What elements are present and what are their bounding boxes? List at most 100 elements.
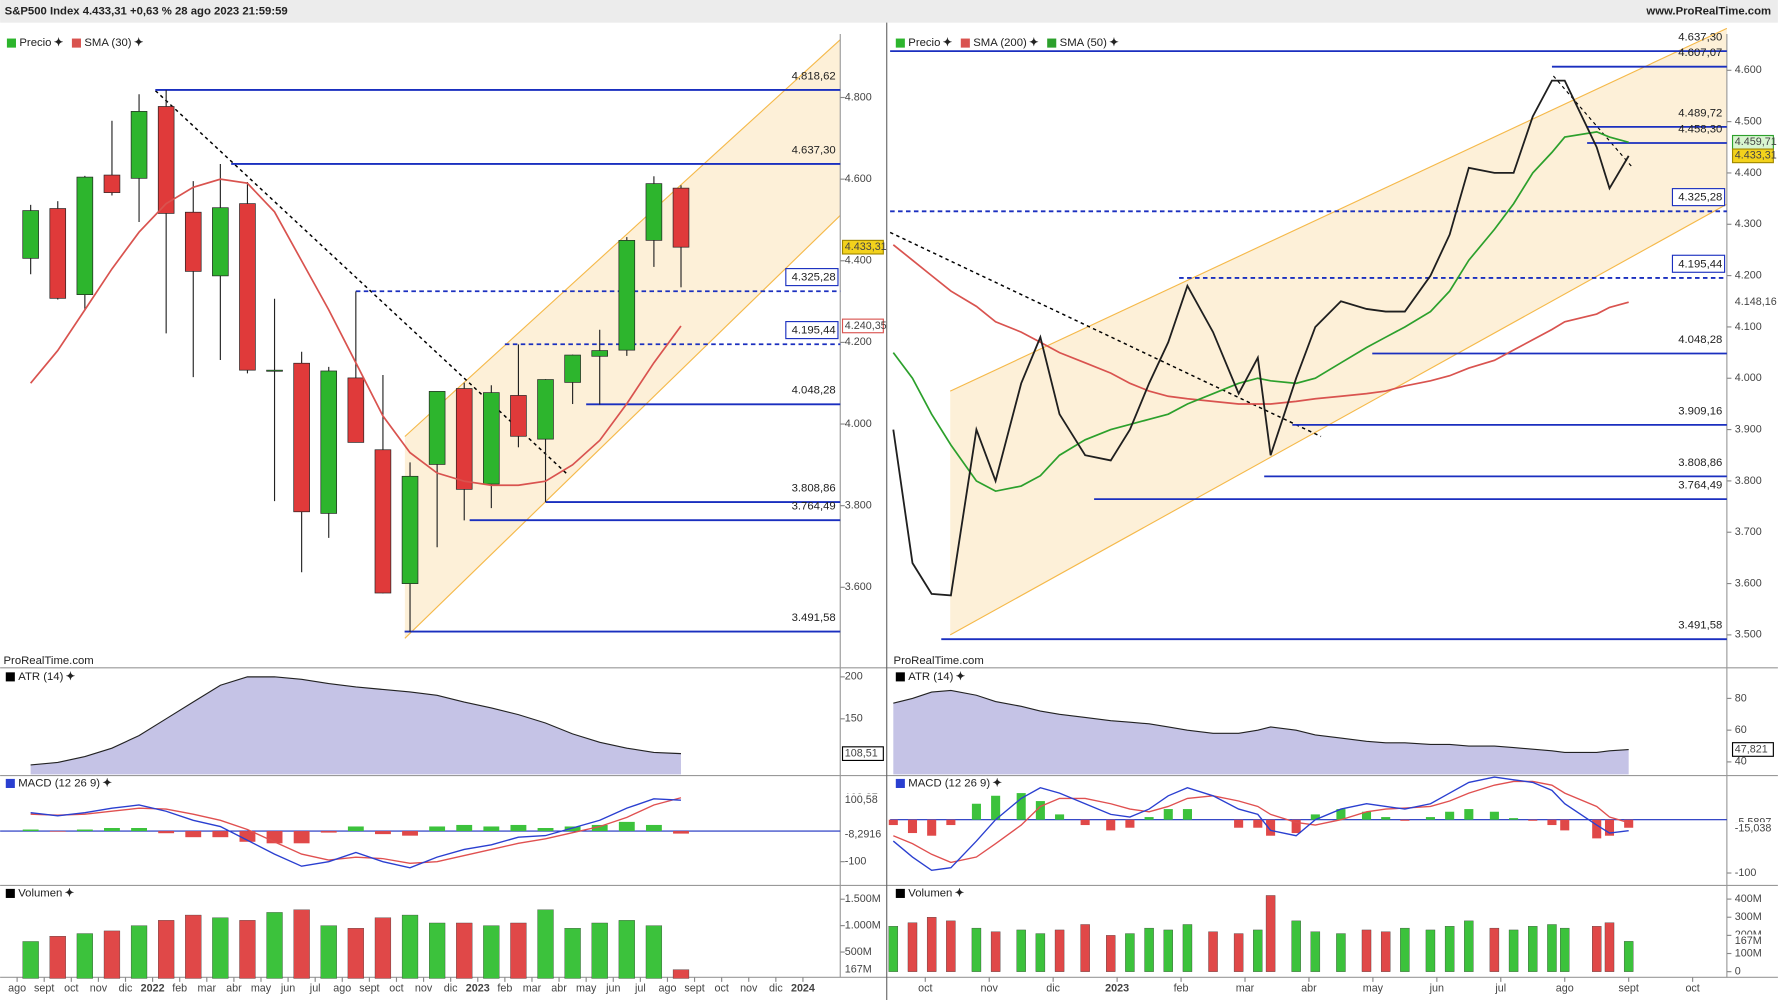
candle-body	[510, 395, 527, 437]
candle-body	[374, 449, 392, 594]
y-tick-label: 100M	[1735, 947, 1762, 959]
volume-bar	[1144, 927, 1154, 972]
x-tick-label: abr	[226, 983, 242, 995]
macd-hist	[1528, 819, 1538, 821]
legend-tool: ✦	[54, 37, 64, 49]
x-tick-label: jul	[309, 983, 321, 995]
y-tick-label: 3.800	[1735, 475, 1762, 487]
macd-hist	[1624, 819, 1634, 828]
macd-hist	[927, 819, 937, 836]
y-tick-label: 40	[1735, 756, 1747, 768]
level-label: 4.637,30	[1678, 32, 1722, 44]
volume-bar	[888, 926, 899, 972]
volume-bar	[1380, 931, 1391, 972]
y-tick-label: 4.400	[1735, 167, 1762, 179]
value-tag-label: 4.148,16	[1735, 296, 1777, 308]
signal-line	[30, 797, 682, 864]
macd-hist	[212, 831, 229, 838]
macd-hist	[1144, 817, 1154, 820]
macd-hist	[374, 831, 391, 835]
volume-bar	[1547, 924, 1557, 972]
legend-tool: ✦	[1109, 37, 1119, 49]
level-label: 4.048,28	[1678, 334, 1722, 346]
macd-hist	[888, 819, 898, 826]
volume-bar	[907, 922, 918, 972]
x-tick-label: dic	[769, 983, 783, 995]
volume-bar	[49, 936, 66, 979]
volume-bar	[483, 925, 500, 979]
candle-body	[401, 475, 419, 584]
legend-label: Volumen	[908, 887, 952, 899]
legend-swatch	[5, 888, 15, 898]
volume-bar	[1623, 941, 1634, 972]
value-tag	[1732, 822, 1774, 836]
sma-line	[29, 178, 682, 487]
macd-hist	[1547, 819, 1557, 826]
candle-body	[212, 207, 229, 277]
legend-label: MACD (12 26 9)	[908, 777, 990, 789]
macd-hist	[1234, 819, 1244, 828]
x-tick-label: sept	[359, 983, 379, 995]
y-tick-label: 60	[1735, 724, 1747, 736]
header-bar	[0, 0, 1778, 23]
macd-line	[30, 798, 681, 869]
macd-hist	[991, 795, 1001, 820]
macd-hist	[1035, 801, 1045, 820]
macd-hist	[347, 826, 364, 832]
candle-body	[293, 362, 310, 513]
legend-swatch	[1047, 38, 1057, 48]
atr-line	[30, 676, 681, 766]
volume-bar	[1444, 926, 1455, 972]
value-tag	[841, 318, 884, 334]
atr-line	[893, 689, 1629, 753]
channel	[950, 28, 1727, 635]
legend-swatch	[895, 38, 905, 48]
x-tick-label: jul	[634, 983, 646, 995]
candle-body	[103, 174, 121, 193]
volume-bar	[1400, 927, 1410, 972]
level-label: 4.325,28	[1678, 192, 1722, 204]
macd-hist	[104, 828, 120, 832]
x-tick-label: feb	[497, 983, 512, 995]
y-tick-label: 150	[845, 713, 863, 725]
level-label: 3.909,16	[1678, 405, 1722, 417]
x-tick-label: ago	[1556, 983, 1574, 995]
x-tick-label: feb	[172, 983, 187, 995]
volume-bar	[1035, 933, 1046, 972]
x-tick-label: jun	[280, 983, 295, 995]
legend-label: ATR (14)	[908, 671, 953, 683]
candle-body	[157, 106, 175, 214]
x-tick-label: may	[576, 983, 597, 995]
atr-area	[30, 676, 682, 775]
volume-bar	[537, 909, 554, 979]
value-tag-label: -15,038	[1735, 823, 1772, 835]
macd-hist	[22, 829, 39, 832]
y-tick-label: 4.400	[845, 255, 872, 267]
volume-bar	[293, 909, 310, 979]
volume-bar	[1489, 927, 1500, 972]
volume-bar	[1182, 924, 1193, 972]
macd-hist	[456, 824, 473, 832]
candle-body	[618, 240, 636, 351]
candle-body	[184, 211, 202, 272]
macd-hist	[320, 831, 337, 833]
legend-tool: ✦	[1029, 37, 1039, 49]
volume-bar	[1163, 929, 1173, 972]
x-tick-label: may	[1363, 983, 1384, 995]
legend-swatch	[895, 672, 905, 682]
level-label: 4.458,30	[1678, 123, 1722, 135]
macd-hist	[1604, 819, 1615, 836]
watermark: ProRealTime.com	[4, 655, 94, 667]
macd-hist	[1509, 818, 1519, 820]
y-tick-label: 4.200	[845, 336, 872, 348]
x-tick-label: abr	[551, 983, 567, 995]
y-tick-label: 4.500	[1735, 115, 1762, 127]
x-tick-label: nov	[740, 983, 758, 995]
y-tick-label: 3.800	[845, 500, 872, 512]
volume-bar	[591, 922, 608, 979]
legend-label: Precio	[908, 37, 940, 49]
volume-bar	[946, 920, 956, 972]
value-tag	[1732, 934, 1774, 949]
trendline	[889, 231, 1322, 438]
y-tick-label: 4.600	[1735, 64, 1762, 76]
